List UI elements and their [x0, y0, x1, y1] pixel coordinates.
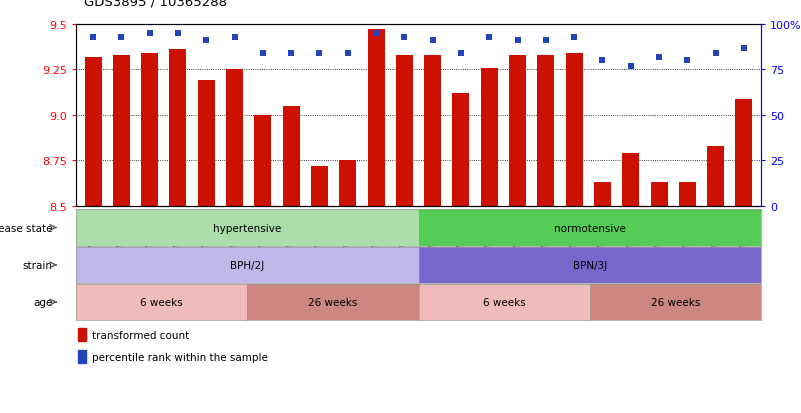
- Bar: [622, 154, 639, 206]
- Text: 6 weeks: 6 weeks: [483, 297, 525, 307]
- Text: GDS3895 / 10365288: GDS3895 / 10365288: [84, 0, 227, 8]
- Bar: [170, 50, 187, 206]
- Bar: [226, 70, 243, 206]
- Bar: [537, 56, 554, 206]
- Bar: [453, 94, 469, 206]
- Bar: [141, 54, 158, 206]
- Point: [568, 34, 581, 41]
- Text: 26 weeks: 26 weeks: [650, 297, 700, 307]
- Bar: [255, 116, 272, 206]
- Point: [398, 34, 411, 41]
- Text: 26 weeks: 26 weeks: [308, 297, 357, 307]
- Bar: [368, 30, 384, 206]
- Bar: [650, 183, 667, 206]
- Point: [596, 58, 609, 64]
- Bar: [198, 81, 215, 206]
- Point: [426, 38, 439, 45]
- Bar: [566, 54, 582, 206]
- Point: [539, 38, 552, 45]
- Point: [143, 31, 156, 37]
- Point: [256, 50, 269, 57]
- Point: [228, 34, 241, 41]
- Bar: [594, 183, 611, 206]
- Bar: [113, 56, 130, 206]
- Bar: [283, 107, 300, 206]
- Bar: [311, 166, 328, 206]
- Point: [624, 63, 637, 70]
- Bar: [396, 56, 413, 206]
- Bar: [509, 56, 526, 206]
- Text: disease state: disease state: [0, 223, 53, 233]
- Point: [200, 38, 213, 45]
- Bar: [707, 147, 724, 206]
- Bar: [85, 57, 102, 206]
- Bar: [679, 183, 696, 206]
- Point: [285, 50, 298, 57]
- Point: [87, 34, 99, 41]
- Point: [681, 58, 694, 64]
- Text: age: age: [33, 297, 53, 307]
- Point: [483, 34, 496, 41]
- Text: BPH/2J: BPH/2J: [230, 260, 264, 270]
- Bar: [78, 328, 87, 342]
- Point: [738, 45, 751, 52]
- Text: hypertensive: hypertensive: [213, 223, 281, 233]
- Bar: [425, 56, 441, 206]
- Bar: [340, 161, 356, 206]
- Text: strain: strain: [22, 260, 53, 270]
- Point: [171, 31, 184, 37]
- Text: percentile rank within the sample: percentile rank within the sample: [92, 352, 268, 362]
- Text: 6 weeks: 6 weeks: [140, 297, 183, 307]
- Point: [341, 50, 354, 57]
- Text: transformed count: transformed count: [92, 330, 189, 340]
- Point: [511, 38, 524, 45]
- Point: [653, 54, 666, 61]
- Point: [709, 50, 722, 57]
- Point: [313, 50, 326, 57]
- Point: [370, 31, 383, 37]
- Point: [115, 34, 128, 41]
- Text: BPN/3J: BPN/3J: [573, 260, 607, 270]
- Point: [454, 50, 467, 57]
- Bar: [481, 69, 497, 206]
- Text: normotensive: normotensive: [553, 223, 626, 233]
- Bar: [78, 350, 87, 363]
- Bar: [735, 99, 752, 206]
